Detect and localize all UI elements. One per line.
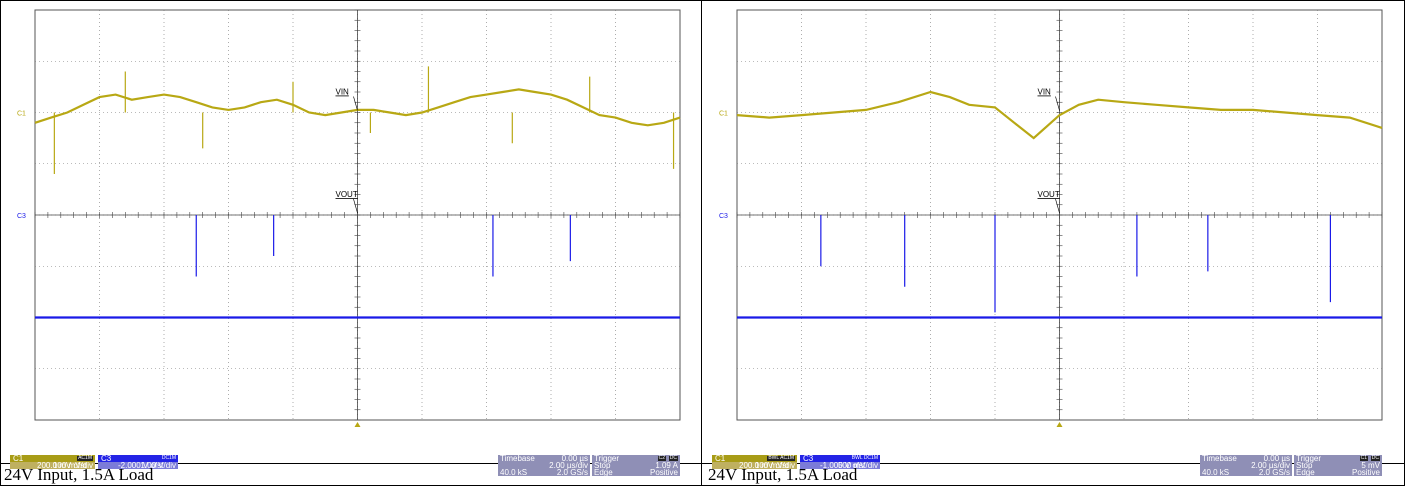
scope-screen-2: C1 VIN C3 VOUT — [719, 9, 1383, 427]
series-leader — [1055, 96, 1060, 111]
ch3-mode: DC1M — [161, 455, 176, 461]
series-label-vin: VIN — [1038, 88, 1052, 97]
ch1-scale: 100 mV/div — [754, 461, 795, 470]
trigger-level: 1.09 A — [655, 461, 678, 470]
series-label-vout: VOUT — [1038, 190, 1060, 199]
ch3-offset: -2.000 V ofst — [118, 461, 164, 470]
series-label-vin: VIN — [336, 88, 350, 97]
series-leader — [1055, 198, 1060, 214]
trigger-mode: Stop — [594, 461, 611, 470]
ch3-label: C3 — [803, 454, 814, 463]
scope-panel-2: C1 VIN C3 VOUT C1 BWL AC1M 100 mV/div 200.0… — [712, 8, 1392, 477]
trigger-mode: Stop — [1296, 461, 1313, 470]
series-leader — [353, 96, 358, 111]
ch3-label: C3 — [101, 454, 112, 463]
channel-marker: C3 — [719, 213, 728, 220]
caption-2: 24V Input, 1.5A Load — [708, 465, 858, 484]
timebase-per-div: 2.00 µs/div — [549, 461, 588, 470]
trigger-coupling: DC — [1370, 455, 1380, 461]
trace-vin — [736, 90, 1383, 140]
ch3-mode: BWL DC1M — [851, 455, 878, 461]
caption-row-divider — [0, 463, 1405, 464]
caption-1: 24V Input, 1.5A Load — [4, 465, 154, 484]
ch3-scale: 1.00 V/div — [140, 461, 176, 470]
timebase-label: Timebase — [500, 454, 535, 463]
trigger-marker — [354, 422, 361, 427]
trigger-slope: Positive — [1351, 468, 1380, 477]
channel-marker: C3 — [17, 213, 26, 220]
trigger-source: C1 — [1359, 455, 1368, 461]
series-label-vout: VOUT — [336, 190, 358, 199]
series-leader — [353, 198, 358, 214]
ch1-mode: BWL AC1M — [767, 455, 795, 461]
trigger-label: Trigger — [594, 454, 620, 463]
trigger-type: Edge — [1296, 468, 1315, 477]
trigger-slope: Positive — [649, 468, 678, 477]
timebase-label: Timebase — [1202, 454, 1237, 463]
trigger-source: C2 — [657, 455, 666, 461]
channel-marker: C1 — [17, 111, 26, 118]
column-divider — [701, 0, 702, 486]
trigger-level: 5 mV — [1361, 461, 1380, 470]
ch1-label: C1 — [715, 454, 726, 463]
ch1-offset: 200.0 mV ofst — [739, 461, 789, 470]
ch3-offset: -1.000 V ofst — [820, 461, 866, 470]
ch3-scale: 500 mV/div — [837, 461, 878, 470]
ch1-offset: 200.0 mV ofst — [37, 461, 87, 470]
timebase-per-div: 2.00 µs/div — [1251, 461, 1290, 470]
timebase-delay: 0.00 µs — [1263, 454, 1290, 463]
timebase-delay: 0.00 µs — [561, 454, 588, 463]
ch1-mode: AC1M — [77, 455, 93, 461]
channel-marker: C1 — [719, 111, 728, 118]
timebase-rate: 2.0 GS/s — [1258, 468, 1290, 477]
ch1-scale: 100 mV/div — [52, 461, 93, 470]
timebase-samples: 40.0 kS — [500, 468, 528, 477]
scope-panel-1: C1 VIN C3 VOUT C1 AC1M 100 mV/div 200.0 mV … — [10, 8, 690, 477]
trigger-label: Trigger — [1296, 454, 1322, 463]
ch1-label: C1 — [13, 454, 24, 463]
trigger-marker — [1056, 422, 1063, 427]
trigger-type: Edge — [594, 468, 613, 477]
trigger-coupling: DC — [668, 455, 678, 461]
scope-screen-1: C1 VIN C3 VOUT — [17, 9, 681, 427]
timebase-rate: 2.0 GS/s — [556, 468, 588, 477]
timebase-samples: 40.0 kS — [1202, 468, 1230, 477]
